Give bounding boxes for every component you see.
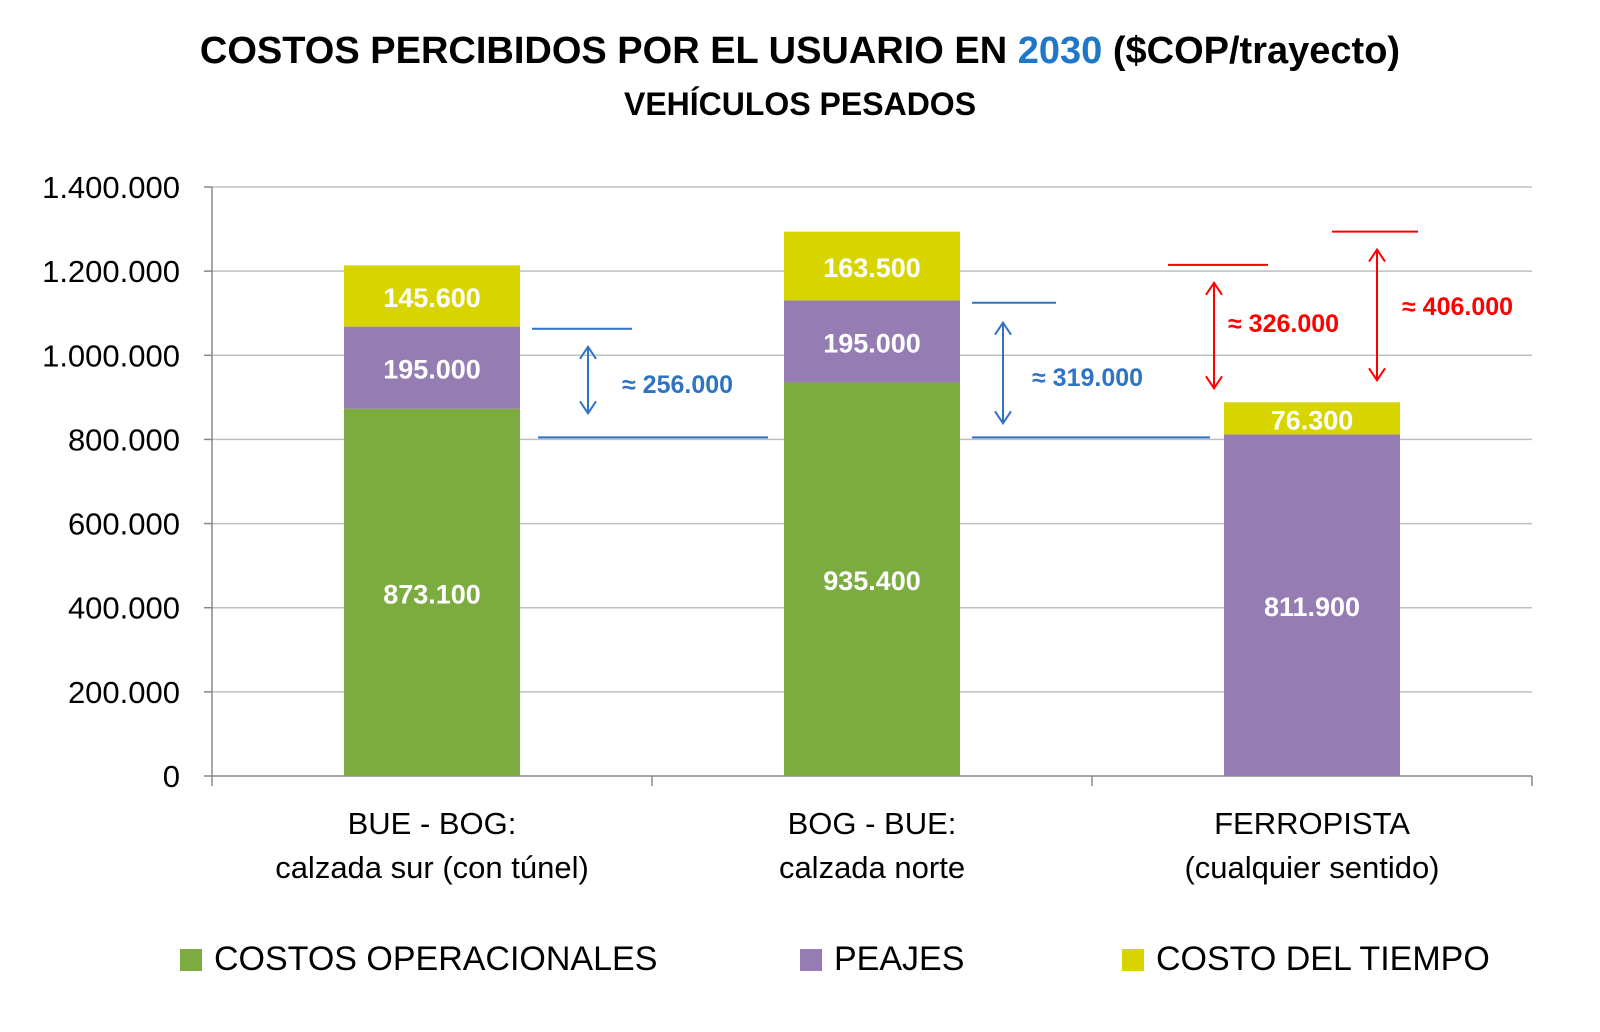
- category-label-line2: (cualquier sentido): [1184, 850, 1439, 885]
- annotation-label: ≈ 326.000: [1228, 310, 1339, 338]
- category-label-line2: calzada norte: [779, 850, 965, 885]
- legend-label-peajes: PEAJES: [834, 940, 965, 978]
- legend-swatch-peajes: [800, 948, 822, 971]
- legend: COSTOS OPERACIONALES PEAJES COSTO DEL TI…: [0, 940, 1600, 990]
- y-tick-label: 400.000: [68, 591, 180, 626]
- y-tick-label: 1.400.000: [42, 170, 180, 205]
- chart-subtitle: VEHÍCULOS PESADOS: [623, 86, 977, 122]
- stacked-bar-chart: 0 200.000 400.000 600.000 800.000 1.000.000 1.…: [42, 170, 1533, 885]
- bar-segment-costos-operacionales: [784, 382, 960, 776]
- bar-segment-costo-del-tiempo: [1224, 402, 1400, 435]
- annotation-arrow-head-down: [1368, 367, 1386, 383]
- category-label-line2: calzada sur (con túnel): [275, 850, 589, 885]
- bar-segment-peajes: [344, 326, 520, 409]
- legend-label-costo-del-tiempo: COSTO DEL TIEMPO: [1156, 940, 1490, 978]
- bar-segment-peajes: [1224, 434, 1400, 776]
- bar-segment-costo-del-tiempo: [344, 265, 520, 327]
- chart-title: COSTOS PERCIBIDOS POR EL USUARIO EN 2030…: [0, 30, 1600, 73]
- y-tick-label: 600.000: [68, 507, 180, 542]
- annotation-arrow-head-up: [1205, 281, 1223, 296]
- legend-item-costos-operacionales: COSTOS OPERACIONALES: [180, 940, 657, 979]
- legend-item-peajes: PEAJES: [800, 940, 964, 979]
- category-label-line1: FERROPISTA: [1214, 806, 1410, 841]
- annotation-arrow-head-down: [994, 410, 1012, 426]
- y-tick-label: 1.200.000: [42, 254, 180, 289]
- data-label: 811.900: [1264, 592, 1360, 622]
- chart-title-suffix: ($COP/trayecto): [1102, 30, 1401, 72]
- bar-segment-costos-operacionales: [344, 408, 520, 776]
- legend-label-costos-operacionales: COSTOS OPERACIONALES: [214, 940, 658, 978]
- annotation-arrow-head-up: [1368, 247, 1386, 263]
- annotation-label: ≈ 319.000: [1032, 364, 1143, 392]
- chart-title-prefix: COSTOS PERCIBIDOS POR EL USUARIO EN: [199, 30, 1018, 72]
- annotation-label: ≈ 256.000: [622, 371, 733, 399]
- annotation-label: ≈ 406.000: [1402, 293, 1513, 321]
- annotation-arrow-head-up: [579, 344, 597, 360]
- annotation-arrow-head-up: [994, 320, 1012, 336]
- y-tick-label: 200.000: [68, 675, 180, 710]
- data-label: 145.600: [383, 283, 481, 313]
- data-label: 195.000: [823, 328, 921, 358]
- annotation-arrow-head-down: [579, 400, 597, 416]
- bar-segment-peajes: [784, 300, 960, 383]
- y-tick-label: 0: [163, 759, 180, 794]
- data-label: 195.000: [383, 355, 481, 385]
- legend-swatch-costo-del-tiempo: [1122, 948, 1144, 971]
- data-label: 76.300: [1271, 405, 1354, 435]
- data-label: 935.400: [823, 566, 921, 596]
- legend-swatch-costos-operacionales: [180, 948, 202, 971]
- category-label-line1: BUE - BOG:: [348, 806, 517, 841]
- legend-item-costo-del-tiempo: COSTO DEL TIEMPO: [1122, 940, 1490, 979]
- y-tick-label: 800.000: [68, 422, 180, 457]
- y-tick-label: 1.000.000: [42, 338, 180, 373]
- category-label-line1: BOG - BUE:: [788, 806, 957, 841]
- annotation-arrow-head-down: [1205, 375, 1223, 391]
- data-label: 873.100: [383, 579, 481, 609]
- data-label: 163.500: [823, 253, 921, 283]
- chart-title-year: 2030: [1017, 30, 1103, 72]
- bar-segment-costo-del-tiempo: [784, 231, 960, 301]
